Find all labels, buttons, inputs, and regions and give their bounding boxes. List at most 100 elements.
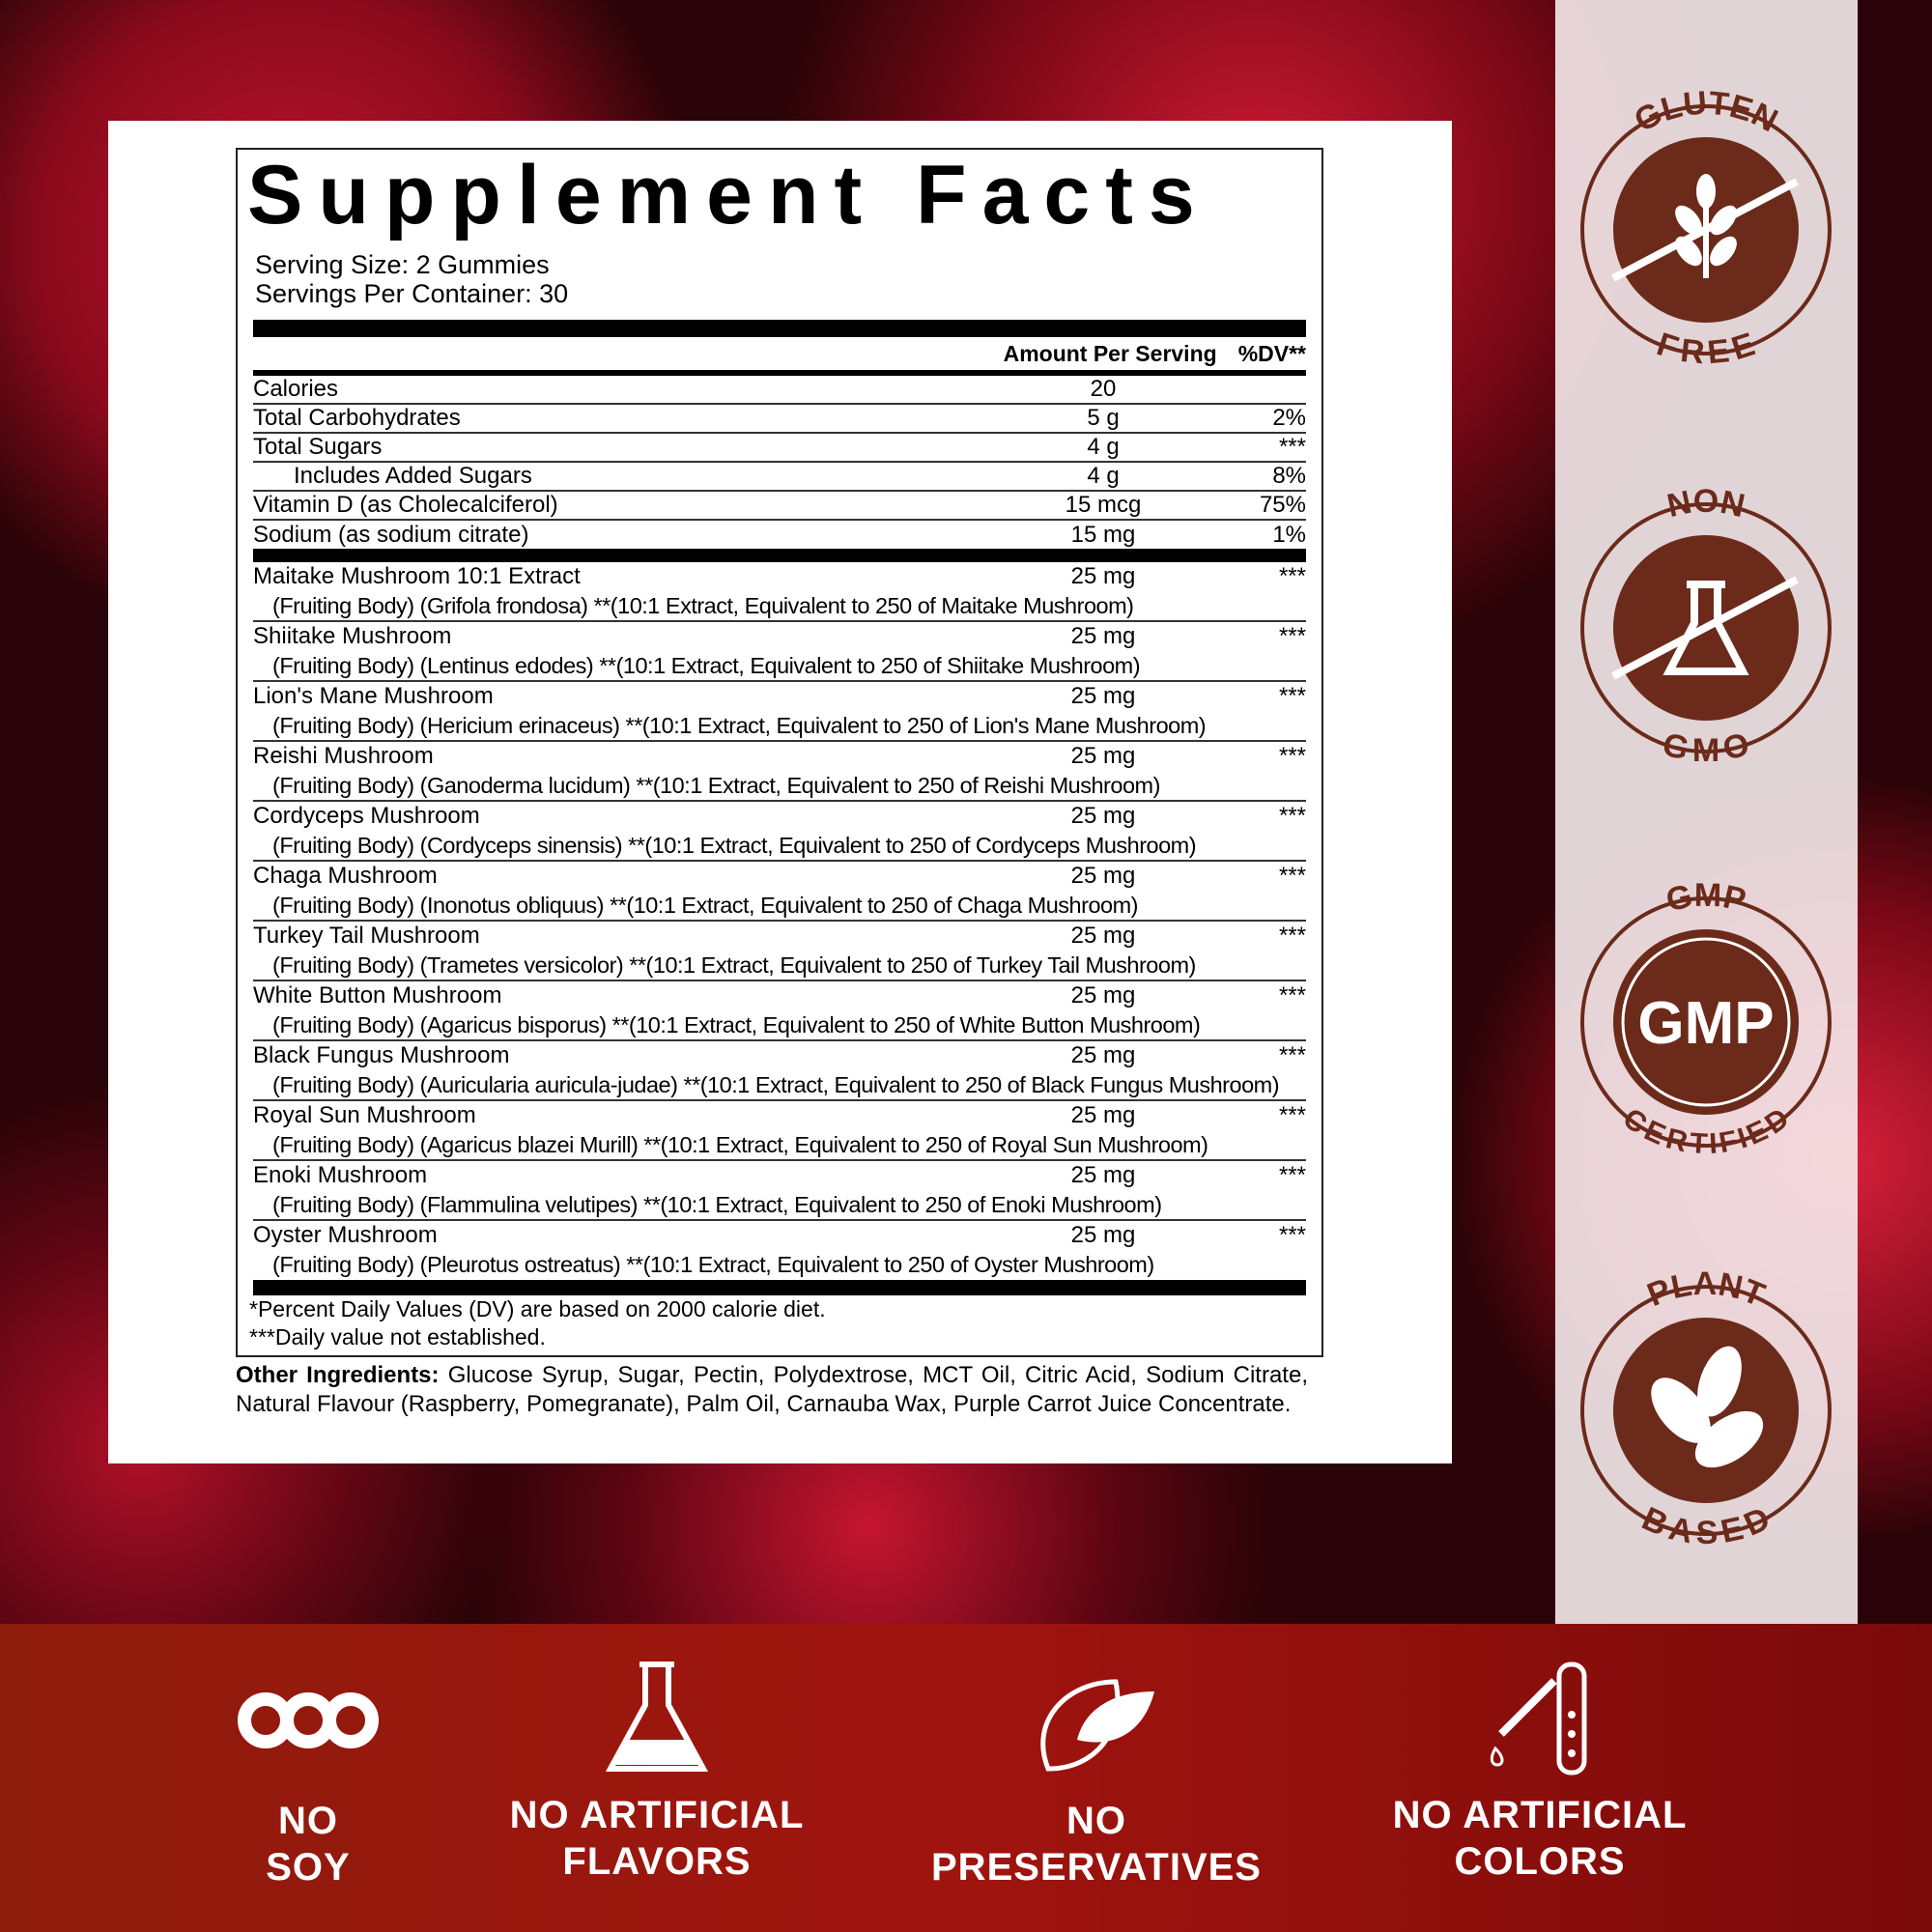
nutrient-name: Sodium (as sodium citrate): [253, 521, 529, 548]
mushroom-amount: 25 mg: [1070, 803, 1136, 829]
mushroom-name: Turkey Tail Mushroom: [253, 923, 480, 949]
mushroom-dv: ***: [1278, 1042, 1306, 1068]
mushroom-detail: (Fruiting Body) (Auricularia auricula-ju…: [272, 1072, 1280, 1097]
mushroom-row: Royal Sun Mushroom 25 mg *** (Fruiting Body…: [253, 1101, 1306, 1161]
label-wrapper: Supplement Facts Serving Size: 2 Gummies…: [236, 148, 1323, 1419]
mushroom-row: Chaga Mushroom 25 mg *** (Fruiting Body) (I…: [253, 862, 1306, 922]
mushroom-detail: (Fruiting Body) (Cordyceps sinensis) **(…: [272, 833, 1197, 858]
mushroom-name: Lion's Mane Mushroom: [253, 683, 494, 709]
other-ingredients-label: Other Ingredients:: [236, 1362, 440, 1388]
badge-bottom-text: FREE: [1652, 326, 1759, 371]
nutrient-amount: 15 mcg: [1065, 492, 1142, 518]
badge-top-text: GMP: [1662, 877, 1749, 920]
feature-line: NO: [278, 1800, 338, 1842]
soy-icon: [238, 1692, 379, 1748]
badge-top-text: PLANT: [1642, 1265, 1770, 1314]
mushroom-row: Turkey Tail Mushroom 25 mg *** (Fruiting Bo…: [253, 922, 1306, 981]
feature-line: SOY: [266, 1846, 351, 1889]
mushroom-name: Oyster Mushroom: [253, 1222, 438, 1248]
mushroom-amount: 25 mg: [1070, 623, 1136, 649]
mushroom-list: Maitake Mushroom 10:1 Extract 25 mg *** (Fr…: [247, 562, 1306, 1280]
amount-header: Amount Per Serving: [1003, 340, 1217, 366]
supplement-facts-label: Supplement Facts Serving Size: 2 Gummies…: [236, 148, 1323, 1357]
mushroom-detail: (Fruiting Body) (Pleurotus ostreatus) **…: [272, 1252, 1154, 1277]
svg-text:GLUTEN: GLUTEN: [1629, 85, 1783, 139]
mushroom-detail: (Fruiting Body) (Ganoderma lucidum) **(1…: [272, 773, 1160, 798]
badge-gluten-free: GLUTEN FREE: [1555, 84, 1858, 375]
mushroom-row: Enoki Mushroom 25 mg *** (Fruiting Body) (F…: [253, 1161, 1306, 1221]
mushroom-amount: 25 mg: [1070, 863, 1136, 889]
mushroom-name: Royal Sun Mushroom: [253, 1102, 476, 1128]
mushroom-detail: (Fruiting Body) (Agaricus bisporus) **(1…: [272, 1012, 1201, 1037]
mushroom-detail: (Fruiting Body) (Trametes versicolor) **…: [272, 952, 1196, 978]
mushroom-detail: (Fruiting Body) (Inonotus obliquus) **(1…: [272, 893, 1138, 918]
features-band: NO SOY NO ARTIFICIAL FLAVORS NO PRESERVATIV…: [0, 1624, 1932, 1932]
footnote: ***Daily value not established.: [249, 1324, 546, 1350]
mushroom-amount: 25 mg: [1070, 982, 1136, 1009]
wheat-crossed-icon: [1611, 174, 1799, 282]
nutrient-row: Vitamin D (as Cholecalciferol) 15 mcg 75%: [253, 492, 1306, 521]
nutrient-name: Calories: [253, 376, 339, 402]
feature-line: NO: [1066, 1800, 1126, 1842]
divider-bar: [253, 320, 1306, 337]
mushroom-amount: 25 mg: [1070, 923, 1136, 949]
mushroom-dv: ***: [1278, 1102, 1306, 1128]
mushroom-dv: ***: [1278, 623, 1306, 649]
feature-line: PRESERVATIVES: [931, 1846, 1262, 1889]
mushroom-dv: ***: [1278, 1222, 1306, 1248]
serving-info: Serving Size: 2 Gummies Servings Per Con…: [255, 250, 1306, 308]
mushroom-amount: 25 mg: [1070, 683, 1136, 709]
feature-label: NO ARTIFICIAL COLORS: [1347, 1792, 1733, 1885]
nutrient-dv: 75%: [1259, 492, 1306, 518]
nutrient-dv: 8%: [1272, 463, 1306, 489]
mushroom-dv: ***: [1278, 863, 1306, 889]
badge-plant-based: PLANT BASED: [1555, 1265, 1858, 1555]
serving-size: Serving Size: 2 Gummies: [255, 250, 550, 279]
svg-text:PLANT: PLANT: [1642, 1265, 1770, 1314]
badge-top-text: NON: [1663, 483, 1747, 525]
nutrient-name: Includes Added Sugars: [294, 463, 532, 489]
mushroom-row: Shiitake Mushroom 25 mg *** (Fruiting Body)…: [253, 622, 1306, 682]
mushroom-row: Black Fungus Mushroom 25 mg *** (Fruiting B…: [253, 1041, 1306, 1101]
divider-bar: [253, 1280, 1306, 1295]
mushroom-detail: (Fruiting Body) (Flammulina velutipes) *…: [272, 1192, 1162, 1217]
nutrient-amount: 20: [1090, 376, 1117, 402]
feature-label: NO PRESERVATIVES: [903, 1798, 1290, 1890]
mushroom-dv: ***: [1278, 1162, 1306, 1188]
mushroom-detail: (Fruiting Body) (Hericium erinaceus) **(…: [272, 713, 1207, 738]
servings-per-container: Servings Per Container: 30: [255, 279, 569, 308]
badge-top-text: GLUTEN: [1629, 84, 1783, 139]
leaves-icon: [1651, 1346, 1764, 1468]
nutrient-dv: ***: [1278, 434, 1306, 460]
svg-text:GMP: GMP: [1662, 877, 1749, 919]
mushroom-row: Lion's Mane Mushroom 25 mg *** (Fruiting Bo…: [253, 682, 1306, 742]
mushroom-row: White Button Mushroom 25 mg *** (Fruiting B…: [253, 981, 1306, 1041]
nutrient-dv: 1%: [1272, 521, 1306, 548]
feature-label: NO ARTIFICIAL FLAVORS: [464, 1792, 850, 1885]
feature-no-artificial-flavors: NO ARTIFICIAL FLAVORS: [464, 1624, 850, 1885]
mushroom-name: White Button Mushroom: [253, 982, 502, 1009]
mushroom-dv: ***: [1278, 743, 1306, 769]
mushroom-name: Enoki Mushroom: [253, 1162, 428, 1188]
mushroom-detail: (Fruiting Body) (Lentinus edodes) **(10:…: [272, 653, 1141, 678]
feature-no-soy: NO SOY: [115, 1624, 501, 1890]
badge-strip: GLUTEN FREE NON GMO GMP CERTIFIED GMP PL…: [1555, 0, 1858, 1624]
mushroom-row: Cordyceps Mushroom 25 mg *** (Fruiting Body…: [253, 802, 1306, 862]
mushroom-amount: 25 mg: [1070, 1102, 1136, 1128]
divider-bar: [253, 370, 1306, 376]
mushroom-amount: 25 mg: [1070, 1162, 1136, 1188]
badge-bottom-text: GMO: [1659, 725, 1753, 769]
nutrient-row: Total Carbohydrates 5 g 2%: [253, 405, 1306, 434]
mushroom-row: Reishi Mushroom 25 mg *** (Fruiting Body) (…: [253, 742, 1306, 802]
svg-text:GMO: GMO: [1659, 725, 1753, 769]
badge-gmp-certified: GMP CERTIFIED GMP: [1555, 877, 1858, 1167]
mushroom-row: Maitake Mushroom 10:1 Extract 25 mg *** (Fr…: [253, 562, 1306, 622]
nutrient-name: Vitamin D (as Cholecalciferol): [253, 492, 558, 518]
feature-line: COLORS: [1454, 1840, 1626, 1883]
gmp-text: GMP: [1637, 990, 1774, 1057]
nutrient-amount: 15 mg: [1070, 521, 1136, 548]
mushroom-dv: ***: [1278, 982, 1306, 1009]
nutrient-row: Total Sugars 4 g ***: [253, 434, 1306, 463]
feature-label: NO SOY: [115, 1798, 501, 1890]
divider-bar: [253, 549, 1306, 562]
